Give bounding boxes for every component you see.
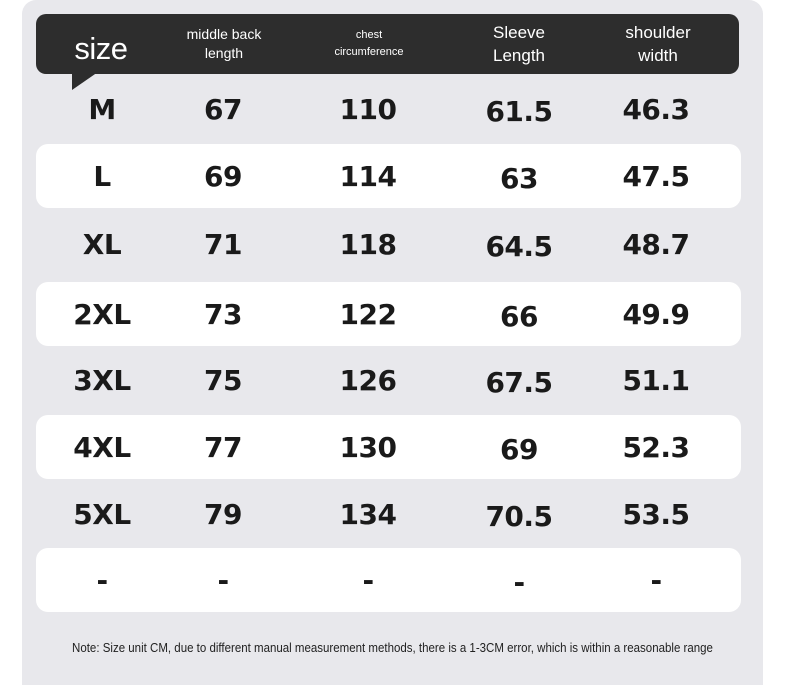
header-shoulder-width: shoulder width — [606, 14, 710, 74]
table-row: XL 71 118 64.5 48.7 — [36, 212, 741, 276]
cell-shoulder-width: 49.9 — [622, 297, 690, 331]
cell-back-length: 71 — [204, 227, 242, 261]
cell-back-length: 75 — [204, 363, 242, 397]
cell-sleeve-length: 67.5 — [485, 365, 553, 399]
table-row: M 67 110 61.5 46.3 — [36, 77, 741, 141]
cell-back-length: 77 — [204, 430, 242, 464]
cell-sleeve-length: 64.5 — [485, 229, 553, 263]
header-back-length-line2: length — [204, 45, 244, 61]
cell-size: 2XL — [73, 297, 131, 331]
cell-back-length: 69 — [204, 159, 242, 193]
cell-sleeve-length: 63 — [500, 161, 538, 195]
header-size: size — [66, 14, 136, 74]
cell-chest: 122 — [339, 297, 397, 331]
cell-shoulder-width: 48.7 — [622, 227, 690, 261]
cell-sleeve-length: 69 — [500, 432, 538, 466]
cell-sleeve-length: - — [513, 565, 525, 599]
cell-back-length: 73 — [204, 297, 242, 331]
header-sleeve-length: Sleeve Length — [471, 14, 567, 74]
cell-shoulder-width: 51.1 — [622, 363, 690, 397]
table-row: ----- — [36, 548, 741, 612]
cell-sleeve-length: 70.5 — [485, 499, 553, 533]
table-row: L 69 114 63 47.5 — [36, 144, 741, 208]
cell-size: - — [96, 563, 108, 597]
cell-back-length: - — [217, 563, 229, 597]
header-back-length-line1: middle back — [186, 26, 262, 42]
header-sleeve-line1: Sleeve — [493, 23, 545, 42]
table-row: 4XL 77 130 69 52.3 — [36, 415, 741, 479]
header-chest-line1: chest — [355, 29, 383, 41]
cell-shoulder-width: 53.5 — [622, 497, 690, 531]
header-sleeve-line2: Length — [493, 46, 545, 65]
header-chest-line2: circumference — [334, 46, 404, 58]
cell-back-length: 67 — [204, 92, 242, 126]
header-shoulder-line1: shoulder — [625, 23, 691, 42]
cell-chest: 114 — [339, 159, 397, 193]
cell-chest: 134 — [339, 497, 397, 531]
cell-shoulder-width: - — [650, 563, 662, 597]
cell-size: L — [93, 159, 111, 193]
cell-chest: 130 — [339, 430, 397, 464]
cell-size: M — [88, 92, 116, 126]
table-row: 5XL 79 134 70.5 53.5 — [36, 482, 741, 546]
table-header: size middle back length chest circumfere… — [36, 14, 739, 74]
cell-shoulder-width: 47.5 — [622, 159, 690, 193]
cell-size: 4XL — [73, 430, 131, 464]
cell-chest: 110 — [339, 92, 397, 126]
header-chest: chest circumference — [319, 14, 419, 74]
cell-size: 3XL — [73, 363, 131, 397]
cell-shoulder-width: 46.3 — [622, 92, 690, 126]
cell-sleeve-length: 61.5 — [485, 94, 553, 128]
header-pointer — [72, 72, 98, 90]
table-row: 3XL 75 126 67.5 51.1 — [36, 348, 741, 412]
cell-back-length: 79 — [204, 497, 242, 531]
header-shoulder-line2: width — [638, 46, 678, 65]
cell-shoulder-width: 52.3 — [622, 430, 690, 464]
table-row: 2XL 73 122 66 49.9 — [36, 282, 741, 346]
cell-chest: 118 — [339, 227, 397, 261]
header-back-length: middle back length — [174, 14, 274, 74]
cell-chest: - — [362, 563, 374, 597]
header-size-label: size — [74, 31, 128, 66]
cell-chest: 126 — [339, 363, 397, 397]
measurement-note: Note: Size unit CM, due to different man… — [72, 641, 713, 655]
cell-sleeve-length: 66 — [500, 299, 538, 333]
cell-size: 5XL — [73, 497, 131, 531]
cell-size: XL — [82, 227, 122, 261]
